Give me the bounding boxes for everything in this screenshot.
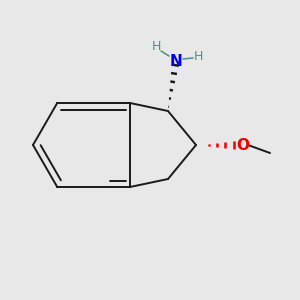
Text: H: H: [151, 40, 161, 53]
Text: O: O: [236, 137, 250, 152]
Text: H: H: [193, 50, 203, 62]
Text: N: N: [169, 53, 182, 68]
